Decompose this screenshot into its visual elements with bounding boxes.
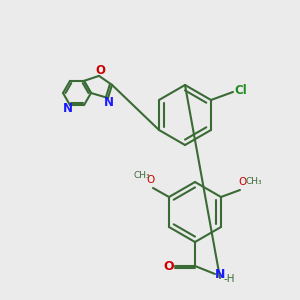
Text: CH₃: CH₃ — [246, 178, 262, 187]
Text: O: O — [146, 175, 154, 185]
Text: O: O — [239, 177, 247, 187]
Text: CH₃: CH₃ — [134, 172, 150, 181]
Text: O: O — [164, 260, 174, 272]
Text: N: N — [63, 102, 73, 115]
Text: Cl: Cl — [235, 83, 248, 97]
Text: -H: -H — [223, 274, 235, 284]
Text: O: O — [95, 64, 105, 77]
Text: N: N — [104, 97, 114, 110]
Text: N: N — [215, 268, 225, 281]
